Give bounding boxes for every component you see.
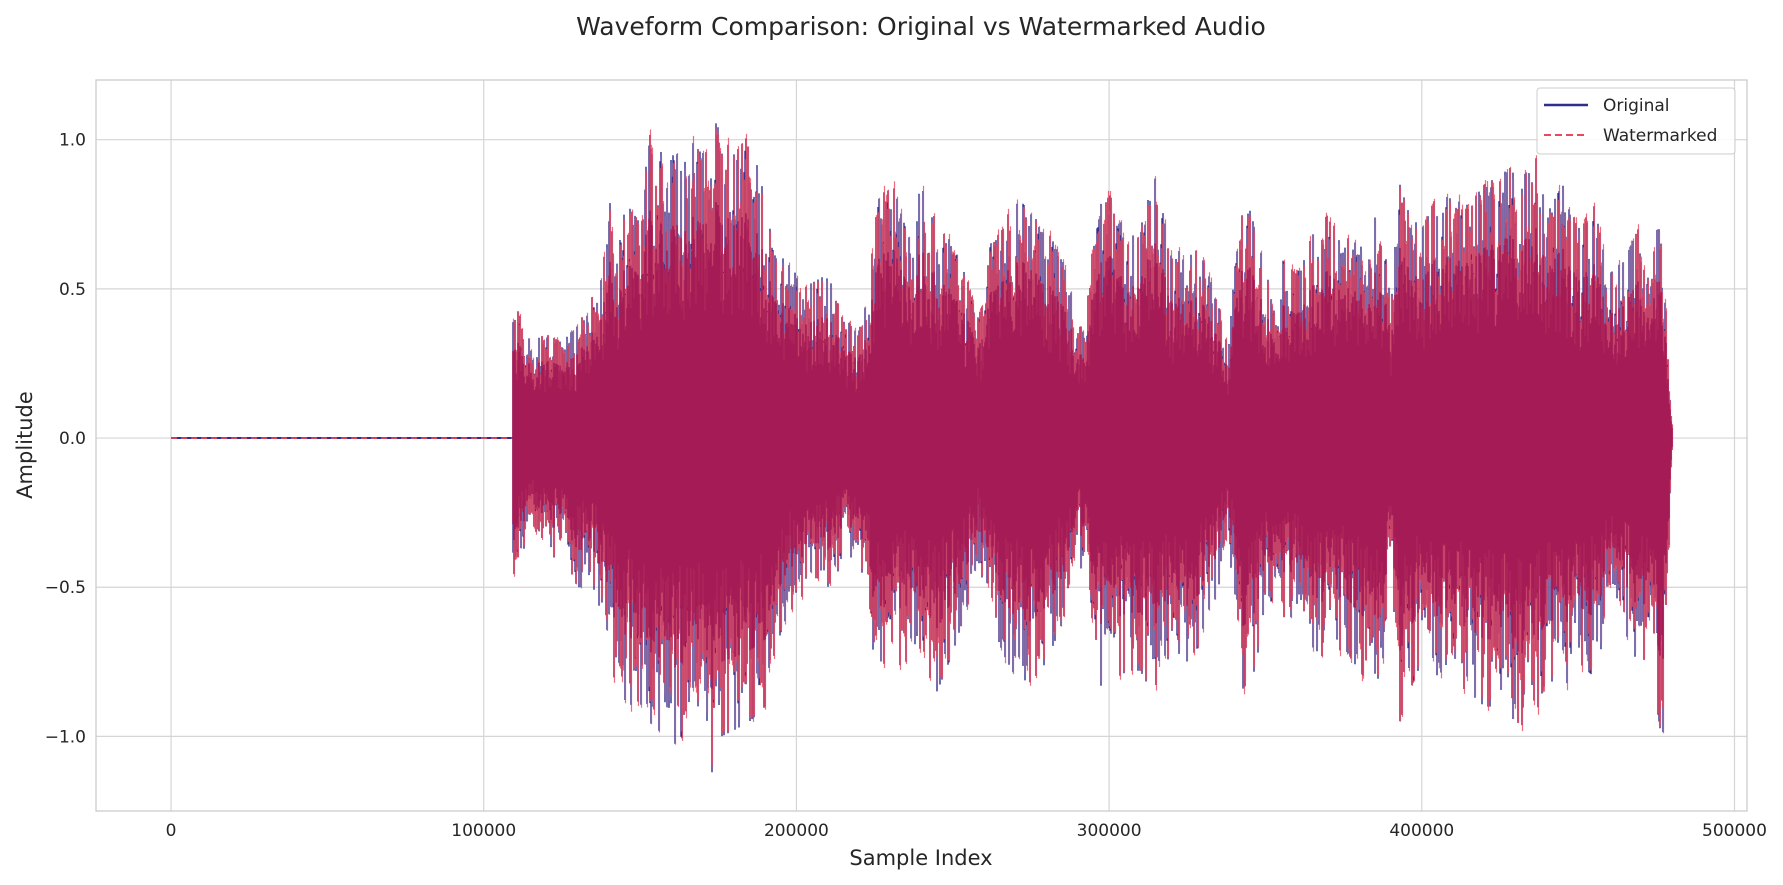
legend-watermarked-label: Watermarked xyxy=(1603,126,1717,146)
y-tick-label-3: 0.5 xyxy=(59,280,86,300)
x-tick-label-5: 500000 xyxy=(1702,821,1767,841)
y-tick-label-0: −1.0 xyxy=(45,727,86,747)
y-tick-label-2: 0.0 xyxy=(59,429,86,449)
x-tick-label-1: 100000 xyxy=(451,821,516,841)
y-axis-label: Amplitude xyxy=(13,391,37,499)
y-tick-labels: −1.0 −0.5 0.0 0.5 1.0 xyxy=(45,131,86,748)
plot-content xyxy=(171,123,1674,773)
x-tick-label-0: 0 xyxy=(166,821,177,841)
x-tick-label-2: 200000 xyxy=(764,821,829,841)
x-axis-label: Sample Index xyxy=(849,846,992,870)
waveform-overlap-core xyxy=(512,202,1673,689)
x-tick-label-3: 300000 xyxy=(1077,821,1142,841)
legend-original-label: Original xyxy=(1603,96,1670,116)
chart-title: Waveform Comparison: Original vs Waterma… xyxy=(576,12,1266,41)
y-tick-label-1: −0.5 xyxy=(45,578,86,598)
legend: Original Watermarked xyxy=(1536,87,1736,155)
x-tick-labels: 0 100000 200000 300000 400000 500000 xyxy=(166,821,1767,841)
y-tick-label-4: 1.0 xyxy=(59,131,86,151)
plot-frame xyxy=(95,79,1748,812)
x-tick-label-4: 400000 xyxy=(1389,821,1454,841)
